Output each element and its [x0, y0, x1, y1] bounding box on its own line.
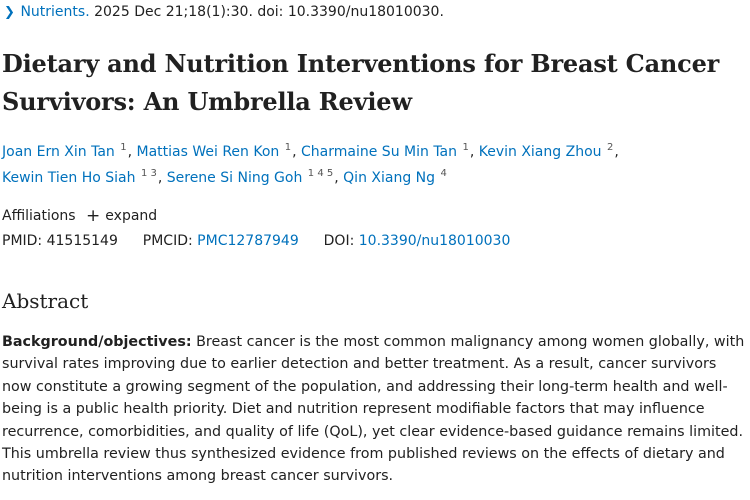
plus-icon: +	[86, 206, 101, 226]
citation-line: ❯ Nutrients. 2025 Dec 21;18(1):30. doi: …	[4, 4, 444, 20]
abstract-subheading: Background/objectives:	[2, 334, 192, 350]
doi-link[interactable]: 10.3390/nu18010030	[358, 233, 511, 249]
expand-affiliations-button[interactable]: + expand	[86, 206, 158, 226]
pmid-label: PMID:	[2, 233, 43, 249]
author-item: Joan Ern Xin Tan 1,	[2, 142, 133, 160]
author-item: Kewin Tien Ho Siah 1 3,	[2, 168, 163, 186]
doi-label: DOI:	[323, 233, 355, 249]
article-title: Dietary and Nutrition Interventions for …	[2, 49, 720, 116]
pmcid-label: PMCID:	[142, 233, 193, 249]
abstract-paragraph: Background/objectives: Breast cancer is …	[2, 331, 748, 488]
author-link[interactable]: Qin Xiang Ng	[343, 170, 436, 186]
abstract-heading: Abstract	[2, 289, 89, 313]
author-item: Serene Si Ning Goh 1 4 5,	[166, 168, 339, 186]
author-item: Mattias Wei Ren Kon 1,	[136, 142, 297, 160]
author-link[interactable]: Mattias Wei Ren Kon	[136, 144, 280, 160]
author-item: Qin Xiang Ng 4	[343, 168, 448, 186]
author-link[interactable]: Serene Si Ning Goh	[166, 170, 303, 186]
affiliation-ref[interactable]: 1 3	[140, 168, 157, 180]
affiliation-ref[interactable]: 1	[120, 142, 127, 154]
journal-link[interactable]: Nutrients.	[20, 4, 90, 20]
affiliation-ref[interactable]: 1	[284, 142, 292, 154]
pmcid-link[interactable]: PMC12787949	[197, 233, 299, 249]
identifiers-row: PMID: 41515149 PMCID: PMC12787949 DOI: 1…	[2, 233, 510, 249]
citation-details: 2025 Dec 21;18(1):30. doi: 10.3390/nu180…	[94, 4, 444, 20]
pmid-value: 41515149	[46, 233, 118, 249]
chevron-right-icon[interactable]: ❯	[4, 5, 15, 20]
affiliation-ref[interactable]: 1	[462, 142, 469, 154]
author-item: Kevin Xiang Zhou 2,	[478, 142, 619, 160]
expand-label: expand	[105, 208, 158, 224]
affiliations-label: Affiliations	[2, 208, 76, 224]
author-link[interactable]: Joan Ern Xin Tan	[2, 144, 115, 160]
affiliations-row: Affiliations + expand	[2, 205, 158, 226]
author-item: Charmaine Su Min Tan 1,	[301, 142, 475, 160]
author-link[interactable]: Kewin Tien Ho Siah	[2, 170, 136, 186]
author-list: Joan Ern Xin Tan 1, Mattias Wei Ren Kon …	[2, 139, 747, 191]
affiliation-ref[interactable]: 4	[440, 168, 447, 180]
affiliation-ref[interactable]: 2	[606, 142, 614, 154]
affiliation-ref[interactable]: 1 4 5	[307, 168, 334, 180]
author-link[interactable]: Charmaine Su Min Tan	[301, 144, 457, 160]
abstract-text: Breast cancer is the most common maligna…	[2, 334, 745, 485]
author-link[interactable]: Kevin Xiang Zhou	[478, 144, 602, 160]
